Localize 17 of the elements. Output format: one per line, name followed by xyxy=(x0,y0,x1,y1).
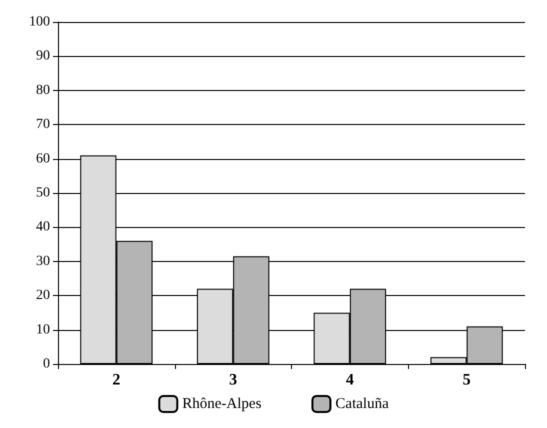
legend-label: Rhône-Alpes xyxy=(182,396,262,412)
y-tick-label: 0 xyxy=(43,356,50,372)
y-tick-label: 70 xyxy=(36,117,50,132)
y-tick-label: 10 xyxy=(36,322,50,338)
legend-label: Cataluña xyxy=(335,396,390,412)
x-tick-label: 4 xyxy=(346,372,354,388)
x-tick-label: 5 xyxy=(462,372,471,388)
y-tick-label: 40 xyxy=(36,220,50,235)
y-tick-label: 20 xyxy=(36,288,50,304)
y-tick-label: 90 xyxy=(36,48,50,64)
y-tick-label: 60 xyxy=(36,151,50,166)
y-tick-label: 80 xyxy=(36,82,50,98)
x-tick-label: 3 xyxy=(229,372,238,388)
x-tick-label: 2 xyxy=(112,372,120,388)
y-tick-label: 50 xyxy=(36,186,50,200)
y-tick-label: 100 xyxy=(29,14,50,30)
y-tick-label: 30 xyxy=(36,254,50,269)
